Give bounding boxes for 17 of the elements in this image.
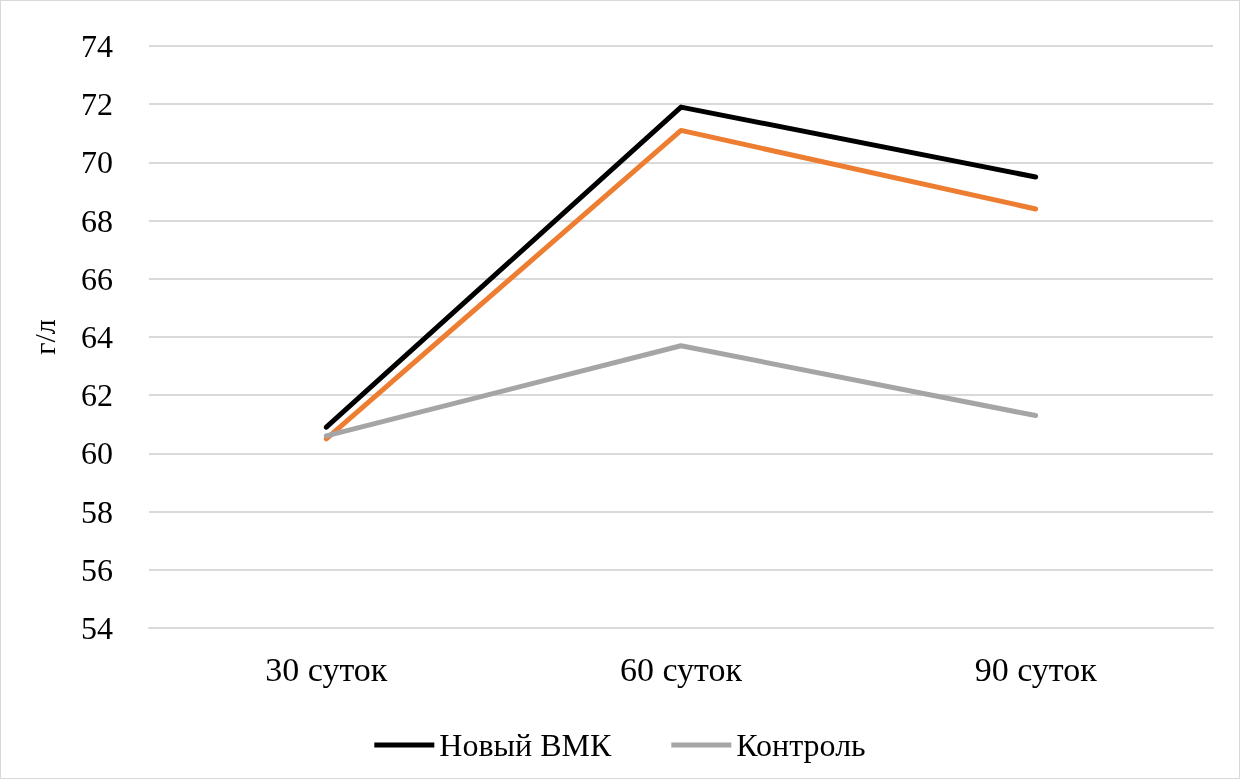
y-axis-title: г/л <box>27 319 61 355</box>
y-tick-label: 60 <box>81 435 113 472</box>
x-tick-label: 30 суток <box>265 650 388 688</box>
y-tick-label: 72 <box>81 86 113 123</box>
y-tick-label: 68 <box>81 202 113 239</box>
legend-label: Новый ВМК <box>439 727 612 763</box>
y-tick-label: 56 <box>81 551 113 588</box>
y-tick-label: 74 <box>81 28 113 64</box>
y-tick-label: 58 <box>81 493 113 530</box>
x-tick-label: 60 суток <box>619 650 743 688</box>
x-tick-label: 90 суток <box>974 650 1098 688</box>
legend-label: Контроль <box>736 727 866 763</box>
y-tick-label: 62 <box>81 377 113 414</box>
y-tick-label: 70 <box>81 144 113 181</box>
y-tick-label: 64 <box>81 319 113 355</box>
y-tick-label: 66 <box>81 260 113 297</box>
y-tick-label: 54 <box>81 610 113 646</box>
